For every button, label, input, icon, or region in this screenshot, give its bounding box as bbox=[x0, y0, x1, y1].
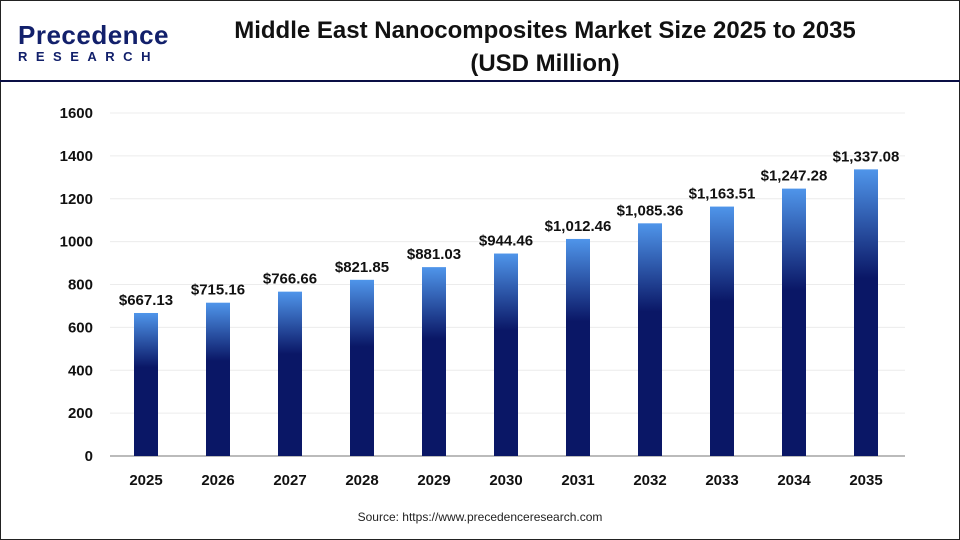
x-tick-label: 2034 bbox=[777, 472, 811, 489]
bar-2033 bbox=[710, 206, 734, 456]
x-tick-label: 2025 bbox=[129, 472, 162, 489]
bar-2030 bbox=[494, 253, 518, 456]
y-tick-label: 200 bbox=[68, 405, 93, 422]
x-tick-label: 2027 bbox=[273, 472, 306, 489]
bar-2027 bbox=[278, 291, 302, 456]
bar-2032 bbox=[638, 223, 662, 456]
y-tick-label: 1200 bbox=[60, 191, 93, 208]
title-line-1: Middle East Nanocomposites Market Size 2… bbox=[234, 17, 856, 44]
x-tick-label: 2029 bbox=[417, 472, 450, 489]
data-label: $881.03 bbox=[407, 246, 461, 263]
logo-sub-text: RESEARCH bbox=[18, 49, 159, 64]
y-tick-label: 1400 bbox=[60, 148, 93, 165]
source-text: Source: https://www.precedenceresearch.c… bbox=[357, 510, 603, 524]
y-tick-label: 1600 bbox=[60, 105, 93, 122]
chart-title: Middle East Nanocomposites Market Size 2… bbox=[190, 14, 900, 80]
x-tick-label: 2030 bbox=[489, 472, 522, 489]
data-label: $1,012.46 bbox=[545, 218, 612, 235]
y-tick-label: 0 bbox=[85, 448, 93, 465]
data-label: $944.46 bbox=[479, 233, 533, 250]
y-tick-label: 600 bbox=[68, 319, 93, 336]
x-tick-label: 2032 bbox=[633, 472, 666, 489]
logo: Precedence RESEARCH bbox=[18, 22, 169, 64]
y-tick-label: 1000 bbox=[60, 234, 93, 251]
x-tick-label: 2035 bbox=[849, 472, 882, 489]
data-label: $715.16 bbox=[191, 282, 245, 299]
logo-main-text: Precedence bbox=[18, 20, 169, 50]
y-tick-label: 800 bbox=[68, 277, 93, 294]
bar-2028 bbox=[350, 279, 374, 456]
bar-2026 bbox=[206, 302, 230, 456]
title-line-2: (USD Million) bbox=[470, 50, 620, 77]
data-label: $1,247.28 bbox=[761, 168, 828, 185]
header-divider bbox=[0, 80, 960, 82]
data-label: $667.13 bbox=[119, 292, 173, 309]
x-tick-label: 2028 bbox=[345, 472, 378, 489]
bar-2035 bbox=[854, 169, 878, 457]
data-label: $1,163.51 bbox=[689, 186, 756, 203]
x-tick-label: 2031 bbox=[561, 472, 594, 489]
x-tick-label: 2033 bbox=[705, 472, 738, 489]
bar-2025 bbox=[134, 312, 158, 456]
y-tick-label: 400 bbox=[68, 362, 93, 379]
data-label: $766.66 bbox=[263, 271, 317, 288]
data-label: $1,337.08 bbox=[833, 148, 900, 165]
data-label: $1,085.36 bbox=[617, 202, 684, 219]
bar-2034 bbox=[782, 188, 806, 456]
bar-2031 bbox=[566, 238, 590, 456]
x-tick-label: 2026 bbox=[201, 472, 234, 489]
bar-2029 bbox=[422, 267, 446, 456]
data-label: $821.85 bbox=[335, 259, 389, 276]
